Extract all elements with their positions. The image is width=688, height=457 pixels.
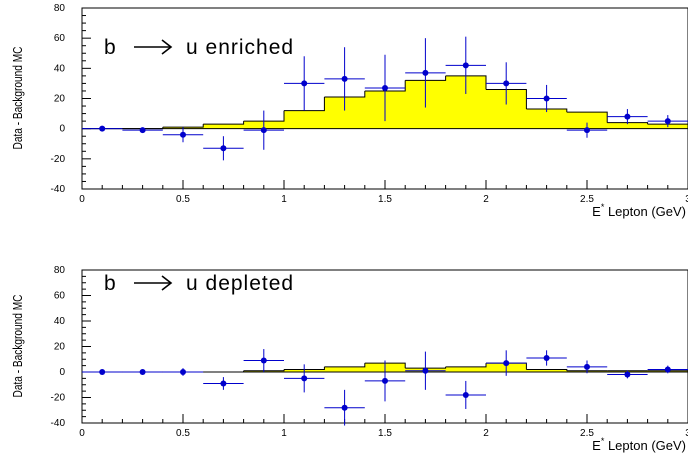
- x-axis-title: E* Lepton (GeV): [592, 436, 686, 453]
- y-tick-label: 60: [54, 33, 66, 44]
- x-tick-label: 3: [685, 428, 688, 439]
- mc-bin: [284, 366, 325, 370]
- y-tick-label: 60: [54, 291, 66, 302]
- data-point: [341, 75, 348, 82]
- y-tick-label: 40: [54, 63, 66, 74]
- y-tick-label: 0: [59, 367, 65, 378]
- data-point: [543, 95, 550, 102]
- arrow-head-icon: [161, 275, 173, 291]
- y-tick-label: 20: [54, 94, 66, 105]
- data-point: [543, 354, 550, 361]
- annotation-b: b: [104, 36, 117, 59]
- mc-bin: [526, 108, 568, 113]
- x-axis-title-main: E: [592, 438, 601, 453]
- y-tick-label: -20: [51, 154, 66, 165]
- y-tick-label: 80: [54, 265, 66, 276]
- mc-bin: [324, 90, 366, 98]
- mc-bin: [324, 363, 366, 368]
- arrow-head-icon: [161, 39, 173, 55]
- data-point: [220, 145, 227, 152]
- panel-enriched: -40 -20 0 20 40 60 80 0 0.5 1 1.5 2 2.5 3 Data - Backg…: [11, 3, 688, 219]
- x-axis-title-rest: Lepton (GeV): [604, 204, 686, 219]
- data-point: [584, 127, 590, 134]
- data-point: [503, 80, 510, 87]
- x-tick-label: 1: [281, 428, 287, 439]
- panel-depleted: -40 -20 0 20 40 60 80 0 0.5 1 1.5 2 2.5 3 Data - Backg…: [11, 265, 688, 453]
- x-tick-label: 2: [483, 428, 489, 439]
- data-point: [99, 369, 106, 375]
- data-point: [624, 371, 631, 378]
- x-tick-label: 2.5: [580, 194, 594, 205]
- y-tick-label: 80: [54, 3, 66, 14]
- data-point: [664, 366, 671, 373]
- data-point: [624, 113, 631, 120]
- x-tick-label: 0.5: [176, 194, 190, 205]
- y-tick-label: 0: [59, 124, 65, 135]
- mc-bin: [486, 88, 527, 110]
- y-tick-label: 20: [54, 342, 66, 353]
- data-point: [139, 369, 146, 375]
- x-tick-label: 1.5: [378, 428, 392, 439]
- mc-bin: [405, 75, 447, 81]
- x-tick-label: 1.5: [378, 194, 392, 205]
- data-point: [664, 118, 671, 125]
- mc-bin: [445, 363, 487, 368]
- annotation-label: u depleted: [186, 272, 294, 295]
- y-tick-label: -40: [51, 184, 66, 195]
- x-axis-title-rest: Lepton (GeV): [604, 438, 686, 453]
- x-axis-title-sup: *: [601, 436, 605, 446]
- y-tick-label: 40: [54, 316, 66, 327]
- y-axis-title: Data - Background MC: [11, 295, 25, 398]
- mc-bin: [364, 362, 406, 369]
- x-tick-label: 1: [281, 194, 287, 205]
- data-point: [301, 375, 308, 382]
- data-point: [382, 377, 388, 384]
- mc-bin: [445, 75, 487, 90]
- data-point: [260, 357, 267, 364]
- mc-bin: [203, 121, 245, 125]
- annotation-b: b: [104, 272, 117, 295]
- data-point: [139, 127, 146, 134]
- data-point: [503, 360, 510, 367]
- mc-bin: [284, 96, 325, 112]
- mc-bin: [243, 110, 285, 122]
- x-axis-title: E* Lepton (GeV): [592, 202, 686, 219]
- x-tick-label: 2.5: [580, 428, 594, 439]
- x-tick-label: 3: [685, 194, 688, 205]
- data-point: [260, 127, 267, 134]
- data-point: [382, 84, 388, 91]
- data-point: [341, 404, 348, 411]
- x-tick-label: 0: [79, 194, 85, 205]
- data-point: [99, 125, 106, 132]
- mc-bin: [607, 122, 649, 125]
- mc-bin: [162, 124, 204, 128]
- data-point: [584, 363, 590, 370]
- y-tick-label: -40: [51, 418, 66, 429]
- y-axis-title: Data - Background MC: [11, 47, 25, 150]
- mc-bin: [566, 111, 608, 123]
- annotation-label: u enriched: [186, 36, 294, 59]
- data-point: [422, 69, 429, 76]
- x-axis-title-sup: *: [601, 202, 605, 212]
- mc-bin: [364, 80, 406, 92]
- x-tick-label: 2: [483, 194, 489, 205]
- data-point: [180, 131, 186, 138]
- data-point: [301, 80, 308, 87]
- x-axis-title-main: E: [592, 204, 601, 219]
- data-point: [422, 367, 429, 374]
- data-point: [220, 380, 227, 387]
- data-point: [462, 62, 469, 69]
- y-tick-label: -20: [51, 393, 66, 404]
- data-point: [462, 391, 469, 398]
- x-tick-label: 0.5: [176, 428, 190, 439]
- data-point: [180, 369, 186, 375]
- x-tick-label: 0: [79, 428, 85, 439]
